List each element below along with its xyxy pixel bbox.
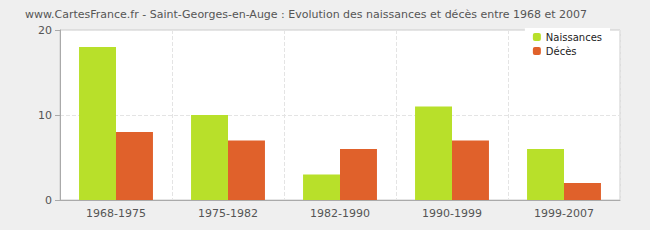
svg-text:1968-1975: 1968-1975 (86, 207, 146, 220)
svg-text:1990-1999: 1990-1999 (422, 207, 482, 220)
svg-text:1975-1982: 1975-1982 (198, 207, 258, 220)
svg-text:www.CartesFrance.fr - Saint-Ge: www.CartesFrance.fr - Saint-Georges-en-A… (25, 8, 587, 21)
svg-text:0: 0 (45, 194, 52, 207)
svg-text:10: 10 (38, 109, 52, 122)
svg-text:1982-1990: 1982-1990 (310, 207, 370, 220)
svg-text:20: 20 (38, 24, 52, 37)
svg-text:1999-2007: 1999-2007 (534, 207, 594, 220)
svg-text:Naissances: Naissances (546, 32, 602, 43)
svg-text:Décès: Décès (546, 46, 577, 57)
